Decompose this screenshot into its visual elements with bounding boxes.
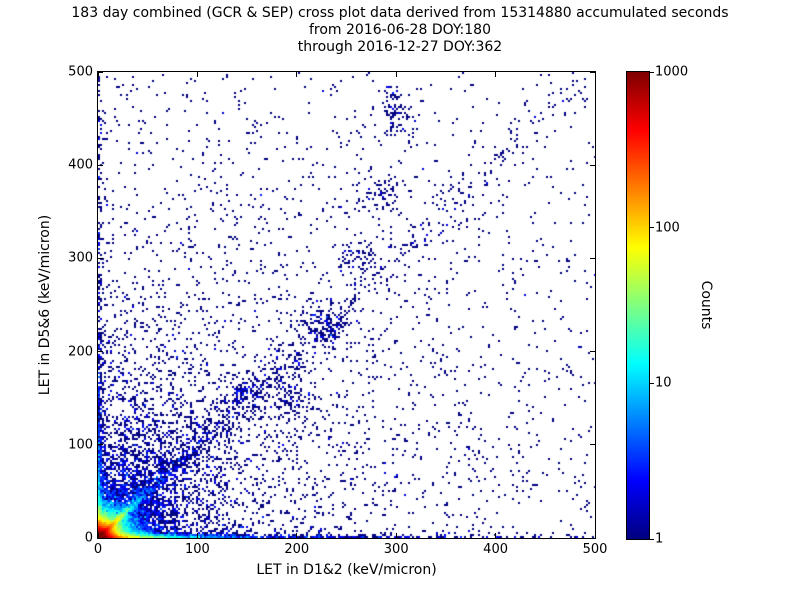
x-tick-mark-top — [395, 72, 397, 77]
y-tick-label: 100 — [68, 437, 93, 453]
colorbar-tick-mark — [649, 538, 654, 540]
y-tick-label: 400 — [68, 157, 93, 173]
colorbar-tick-label: 1000 — [655, 64, 689, 80]
x-tick-label: 200 — [284, 542, 310, 557]
y-tick-mark-right — [590, 537, 595, 539]
x-tick-label: 400 — [483, 542, 509, 557]
chart-subtitle-from: from 2016-06-28 DOY:180 — [308, 22, 491, 38]
y-tick-label: 500 — [68, 64, 93, 80]
x-tick-mark-top — [495, 72, 497, 77]
y-tick-mark — [98, 537, 103, 539]
y-tick-mark — [98, 351, 103, 353]
x-tick-label: 100 — [184, 542, 210, 557]
y-tick-mark-right — [590, 444, 595, 446]
y-tick-mark-right — [590, 351, 595, 353]
y-tick-mark-right — [590, 164, 595, 166]
x-tick-mark-top — [296, 72, 298, 77]
y-tick-mark — [98, 71, 103, 73]
plot-frame — [97, 71, 596, 539]
y-tick-label: 200 — [68, 344, 93, 360]
x-tick-mark — [97, 533, 99, 538]
x-tick-mark — [196, 533, 198, 538]
scatter-heatmap-canvas — [98, 72, 595, 538]
y-tick-label: 0 — [84, 530, 93, 546]
x-tick-mark-top — [196, 72, 198, 77]
colorbar-tick-label: 10 — [655, 375, 672, 391]
x-tick-label: 0 — [93, 542, 103, 557]
x-tick-mark — [495, 533, 497, 538]
y-tick-mark — [98, 257, 103, 259]
y-tick-label: 300 — [68, 250, 93, 266]
x-axis-label: LET in D1&2 (keV/micron) — [256, 562, 437, 578]
x-tick-label: 300 — [383, 542, 409, 557]
colorbar-tick-mark — [649, 227, 654, 229]
colorbar-tick-label: 100 — [655, 220, 680, 236]
colorbar-tick-mark — [649, 382, 654, 384]
y-tick-mark-right — [590, 257, 595, 259]
x-tick-mark — [296, 533, 298, 538]
chart-title: 183 day combined (GCR & SEP) cross plot … — [71, 5, 729, 21]
x-tick-mark-top — [97, 72, 99, 77]
colorbar-gradient — [627, 72, 649, 539]
colorbar-frame — [626, 71, 650, 540]
chart-subtitle-through: through 2016-12-27 DOY:362 — [297, 39, 503, 55]
x-tick-mark — [395, 533, 397, 538]
x-tick-mark — [594, 533, 596, 538]
y-tick-mark — [98, 444, 103, 446]
y-tick-mark-right — [590, 71, 595, 73]
colorbar-label: Counts — [698, 280, 714, 330]
y-tick-mark — [98, 164, 103, 166]
colorbar-tick-label: 1 — [655, 531, 664, 547]
x-tick-label: 500 — [582, 542, 608, 557]
colorbar-tick-mark — [649, 71, 654, 73]
x-tick-mark-top — [594, 72, 596, 77]
y-axis-label: LET in D5&6 (keV/micron) — [37, 214, 53, 396]
